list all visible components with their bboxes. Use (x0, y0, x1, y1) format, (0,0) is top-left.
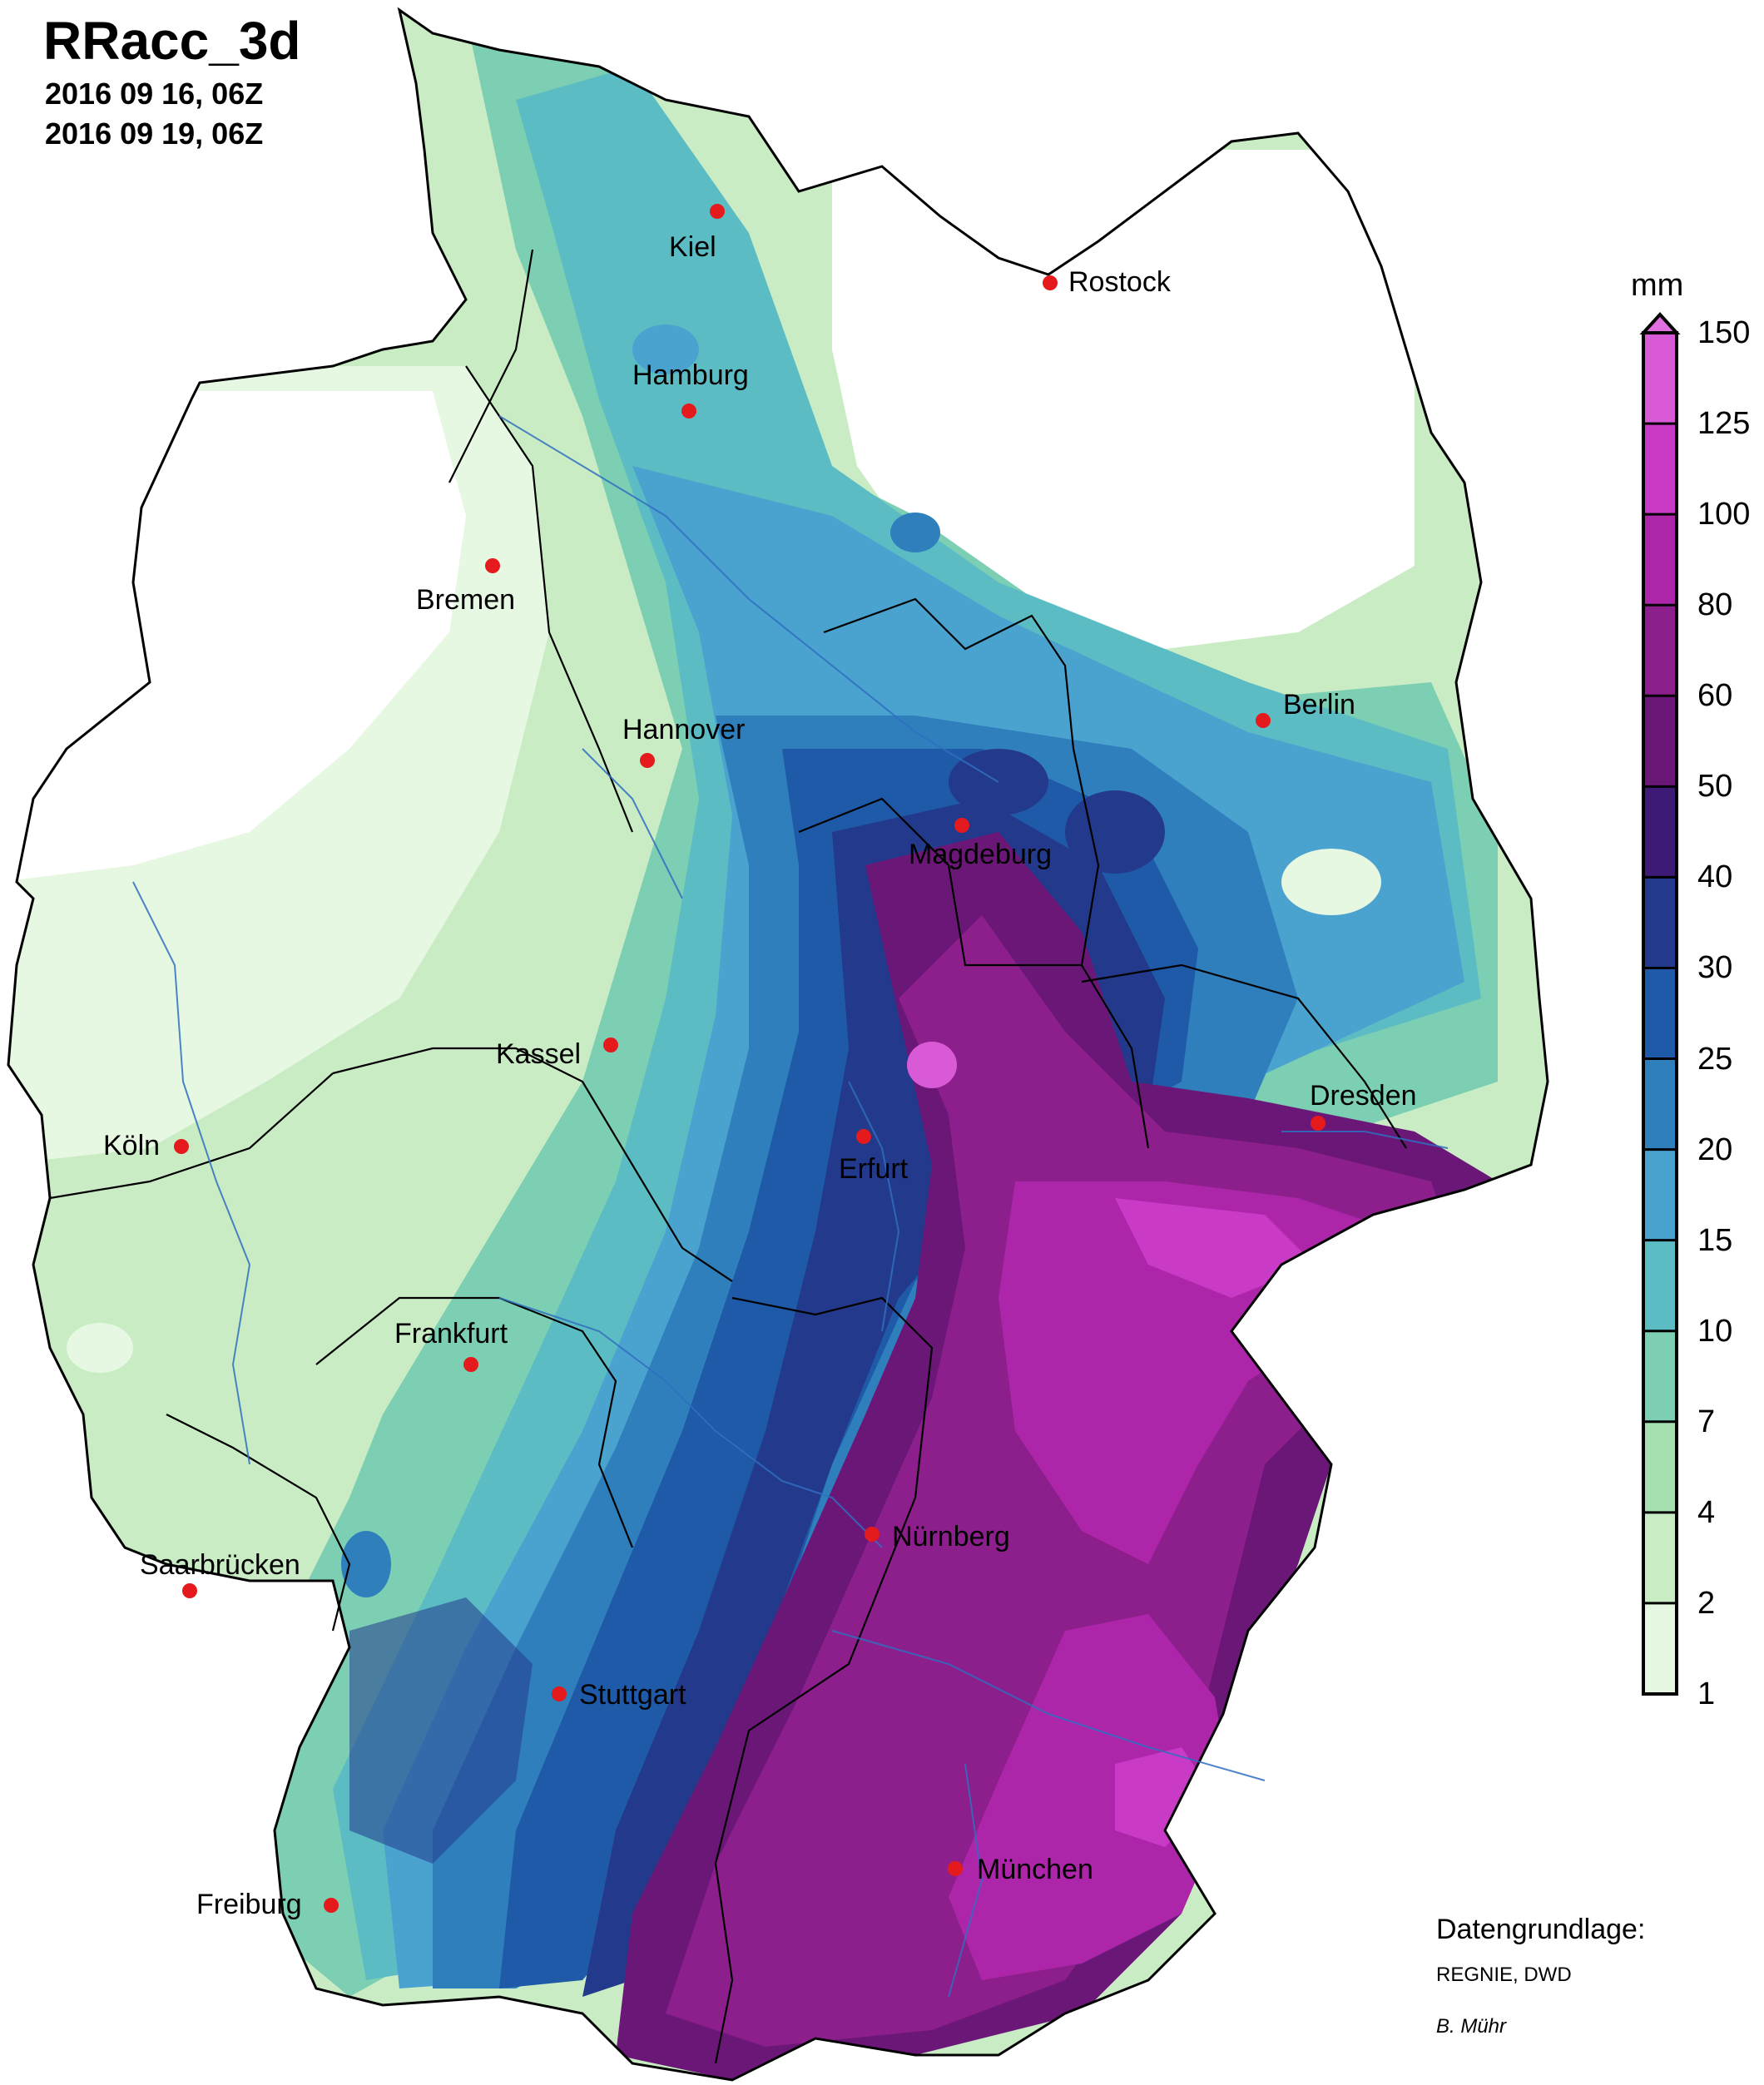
city-marker-hamburg (681, 404, 696, 418)
colorbar-tick-label: 60 (1697, 678, 1733, 714)
city-marker-magdeburg (954, 818, 969, 833)
colorbar-swatch (1643, 605, 1677, 696)
colorbar-swatch (1643, 423, 1677, 515)
credit-source: REGNIE, DWD (1436, 1964, 1572, 1986)
city-marker-freiburg (324, 1898, 339, 1913)
credit-source-heading: Datengrundlage: (1436, 1914, 1646, 1945)
city-marker-dresden (1311, 1116, 1325, 1131)
colorbar-tick-label: 7 (1697, 1404, 1716, 1439)
city-marker-stuttgart (552, 1686, 567, 1701)
city-marker-berlin (1256, 713, 1271, 728)
colorbar-swatch (1643, 1512, 1677, 1604)
city-label-rostock: Rostock (1068, 266, 1171, 298)
colorbar-tick-label: 2 (1697, 1585, 1716, 1621)
colorbar-swatch (1643, 696, 1677, 787)
city-label-stuttgart: Stuttgart (579, 1679, 686, 1711)
colorbar-tick-label: 30 (1697, 950, 1733, 986)
city-marker-bremen (485, 558, 500, 573)
city-label-erfurt: Erfurt (839, 1153, 909, 1185)
colorbar-swatch (1643, 1149, 1677, 1241)
city-label-dresden: Dresden (1310, 1080, 1417, 1112)
city-label-muenchen: München (977, 1854, 1093, 1885)
colorbar-max-arrow (1639, 312, 1681, 334)
city-label-magdeburg: Magdeburg (909, 839, 1053, 870)
colorbar-swatch (1643, 786, 1677, 878)
city-label-freiburg: Freiburg (196, 1889, 302, 1920)
colorbar-tick-label: 20 (1697, 1132, 1733, 1167)
city-marker-hannover (640, 753, 655, 768)
colorbar-tick-label: 10 (1697, 1313, 1733, 1349)
city-label-berlin: Berlin (1283, 689, 1355, 721)
colorbar-tick-label: 1 (1697, 1676, 1716, 1711)
city-markers (174, 204, 1325, 1913)
city-marker-kassel (603, 1038, 618, 1052)
colorbar-tick-label: 150 (1697, 315, 1751, 350)
city-marker-frankfurt (463, 1357, 478, 1372)
city-label-hannover: Hannover (622, 714, 746, 745)
city-marker-rostock (1043, 275, 1058, 290)
map-title: RRacc_3d (43, 11, 301, 71)
date-end: 2016 09 19, 06Z (45, 116, 264, 151)
colorbar-swatch (1643, 1421, 1677, 1513)
colorbar-tick-label: 4 (1697, 1494, 1716, 1530)
colorbar-swatch (1643, 333, 1677, 424)
city-label-bremen: Bremen (416, 584, 516, 616)
city-label-saarbruecken: Saarbrücken (140, 1549, 300, 1581)
colorbar-swatch (1643, 1240, 1677, 1332)
colorbar-swatch (1643, 1330, 1677, 1423)
colorbar-tick-label: 125 (1697, 406, 1751, 442)
colorbar-swatch (1643, 514, 1677, 606)
city-marker-erfurt (856, 1129, 871, 1144)
city-marker-nuernberg (865, 1527, 880, 1542)
date-start: 2016 09 16, 06Z (45, 77, 264, 111)
city-label-nuernberg: Nürnberg (892, 1521, 1010, 1553)
city-marker-kiel (710, 204, 725, 219)
colorbar-tick-label: 100 (1697, 497, 1751, 532)
colorbar-tick-label: 15 (1697, 1222, 1733, 1258)
colorbar-swatch (1643, 1602, 1677, 1695)
legend-unit: mm (1631, 268, 1684, 303)
colorbar-tick-label: 80 (1697, 587, 1733, 623)
colorbar (1639, 312, 1681, 1696)
city-label-frankfurt: Frankfurt (394, 1318, 508, 1350)
city-label-kassel: Kassel (496, 1038, 582, 1070)
city-marker-koeln (174, 1139, 189, 1154)
credit-author: B. Mühr (1436, 2015, 1507, 2038)
colorbar-swatch (1643, 877, 1677, 968)
colorbar-swatch (1643, 968, 1677, 1060)
colorbar-tick-label: 40 (1697, 859, 1733, 895)
state-borders (49, 249, 1407, 2064)
colorbar-swatch (1643, 1058, 1677, 1151)
city-marker-saarbruecken (182, 1583, 197, 1598)
city-label-hamburg: Hamburg (632, 359, 749, 391)
rivers (132, 415, 1449, 1998)
city-marker-muenchen (948, 1861, 963, 1876)
colorbar-tick-label: 25 (1697, 1041, 1733, 1077)
city-label-koeln: Köln (103, 1130, 161, 1161)
city-label-kiel: Kiel (669, 231, 716, 263)
colorbar-tick-label: 50 (1697, 769, 1733, 805)
